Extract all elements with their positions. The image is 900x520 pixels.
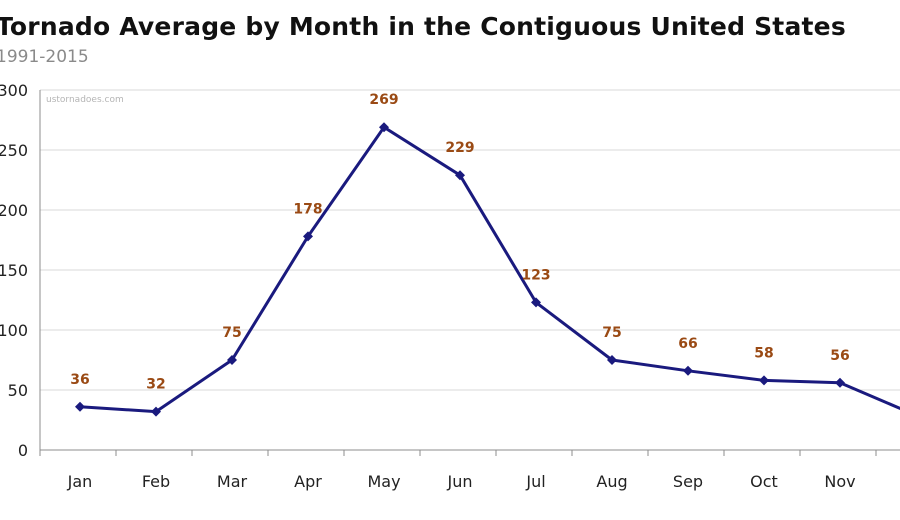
data-point-marker [151,406,161,417]
chart-title: Tornado Average by Month in the Contiguo… [0,12,846,41]
data-label: 123 [521,267,550,283]
y-tick-label: 250 [0,141,28,160]
y-tick-label: 300 [0,81,28,100]
series [75,122,900,417]
data-point-marker [683,365,693,376]
y-tick-label: 0 [18,441,28,460]
x-tick-label: Jul [525,472,545,491]
x-tick-label: Mar [217,472,248,491]
x-tick-label: Sep [673,472,703,491]
x-tick-label: Jan [67,472,93,491]
data-point-marker [759,375,769,386]
chart-subtitle: 1991-2015 [0,47,89,67]
data-label: 58 [754,345,773,361]
data-label: 36 [70,372,89,388]
data-label: 269 [369,92,398,108]
x-tick-label: Feb [142,472,170,491]
y-tick-label: 100 [0,321,28,340]
data-point-marker [607,355,617,365]
y-tick-label: 200 [0,201,28,220]
data-label: 229 [445,140,474,156]
x-tick-label: Aug [596,472,627,491]
data-point-marker [455,170,465,181]
data-label: 178 [293,201,322,217]
x-tick-label: May [367,472,400,491]
data-label: 66 [678,336,697,352]
x-tick-labels: JanFebMarAprMayJunJulAugSepOctNovDec [67,472,856,491]
data-point-marker [75,401,85,412]
x-tick-label: Nov [824,472,855,491]
data-point-marker [303,231,313,242]
series-line [79,125,900,414]
data-labels: 36 32 75 178 269 229 123 75 66 58 56 [70,92,849,392]
data-point-marker [379,122,389,133]
x-tick-label: Jun [447,472,473,491]
y-tick-label: 50 [8,381,28,400]
x-tick-label: Oct [750,472,778,491]
data-label: 32 [146,377,165,393]
data-label: 56 [830,348,849,364]
y-tick-labels: 0 50 100 150 200 250 300 [0,81,28,460]
data-label: 75 [602,325,621,341]
gridlines [40,89,900,391]
data-point-marker [531,297,541,308]
watermark: ustornadoes.com [46,95,124,105]
data-label: 75 [222,325,241,341]
x-tick-label: Apr [294,472,322,491]
axes [39,90,900,456]
y-tick-label: 150 [0,261,28,280]
data-point-marker [835,377,845,388]
data-point-marker [227,355,237,365]
